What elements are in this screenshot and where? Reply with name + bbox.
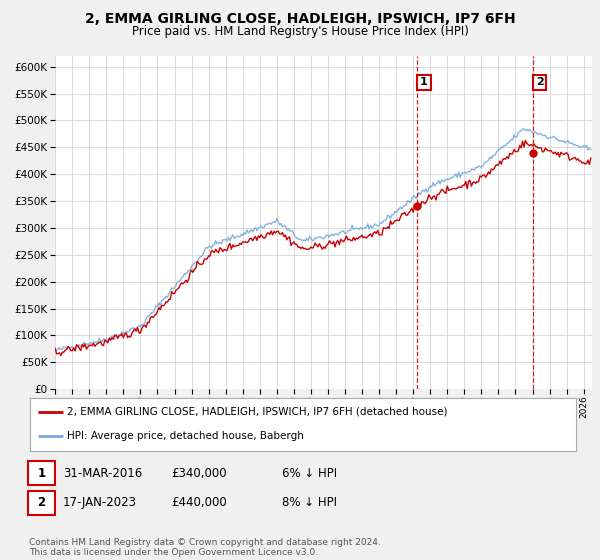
Text: Contains HM Land Registry data © Crown copyright and database right 2024.
This d: Contains HM Land Registry data © Crown c…	[29, 538, 380, 557]
Text: 2: 2	[37, 496, 46, 510]
Text: 2, EMMA GIRLING CLOSE, HADLEIGH, IPSWICH, IP7 6FH: 2, EMMA GIRLING CLOSE, HADLEIGH, IPSWICH…	[85, 12, 515, 26]
Text: £440,000: £440,000	[171, 496, 227, 510]
Text: 31-MAR-2016: 31-MAR-2016	[63, 466, 142, 480]
Text: HPI: Average price, detached house, Babergh: HPI: Average price, detached house, Babe…	[67, 431, 304, 441]
Text: 1: 1	[37, 466, 46, 480]
Text: 8% ↓ HPI: 8% ↓ HPI	[282, 496, 337, 510]
Text: Price paid vs. HM Land Registry's House Price Index (HPI): Price paid vs. HM Land Registry's House …	[131, 25, 469, 38]
Text: 2, EMMA GIRLING CLOSE, HADLEIGH, IPSWICH, IP7 6FH (detached house): 2, EMMA GIRLING CLOSE, HADLEIGH, IPSWICH…	[67, 407, 448, 417]
Text: 17-JAN-2023: 17-JAN-2023	[63, 496, 137, 510]
Text: 1: 1	[420, 77, 428, 87]
Text: 6% ↓ HPI: 6% ↓ HPI	[282, 466, 337, 480]
Text: £340,000: £340,000	[171, 466, 227, 480]
Text: 2: 2	[536, 77, 544, 87]
